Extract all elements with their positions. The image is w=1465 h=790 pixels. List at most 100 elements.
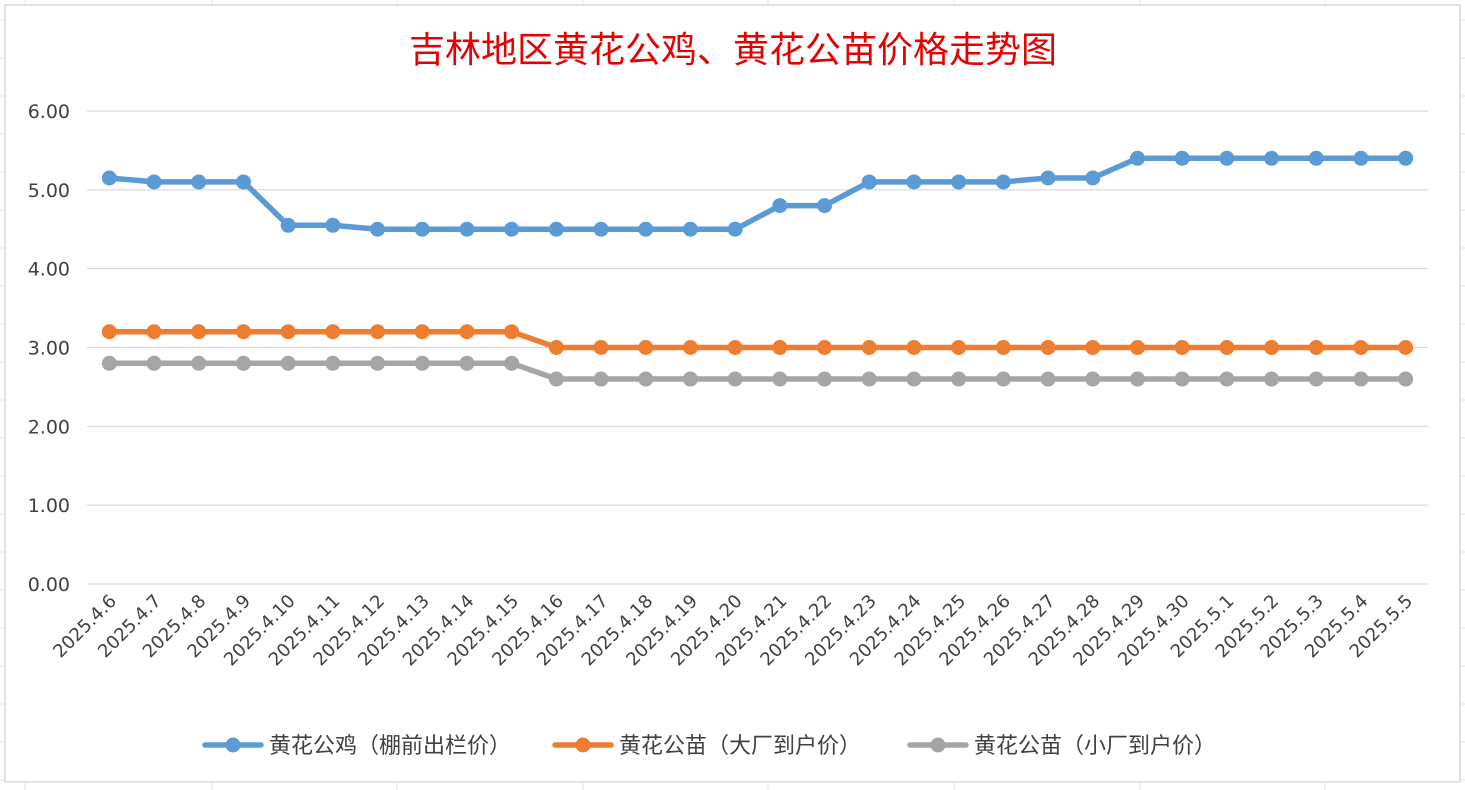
data-point xyxy=(548,340,564,355)
data-point xyxy=(1353,340,1369,355)
data-point xyxy=(101,355,117,371)
data-point xyxy=(906,174,922,190)
data-point xyxy=(1219,150,1235,166)
data-point xyxy=(861,371,877,387)
legend-item: 黄花公鸡（棚前出栏价） xyxy=(202,734,511,759)
data-point xyxy=(1219,340,1235,355)
data-point xyxy=(1353,371,1369,387)
legend-swatch-marker xyxy=(225,737,241,753)
data-point xyxy=(593,221,609,237)
data-point xyxy=(325,324,341,340)
data-point xyxy=(1308,150,1324,166)
data-point xyxy=(861,340,877,355)
data-point xyxy=(727,221,743,237)
data-point xyxy=(638,371,654,387)
legend-label: 黄花公苗（小厂到户价） xyxy=(974,734,1216,759)
data-point xyxy=(817,340,833,355)
data-point xyxy=(638,221,654,237)
data-point xyxy=(280,217,296,233)
data-point xyxy=(1085,371,1101,387)
y-tick-label: 4.00 xyxy=(28,259,70,281)
data-point xyxy=(995,174,1011,190)
y-axis: 0.00 1.00 2.00 3.00 4.00 5.00 6.00 xyxy=(28,101,70,596)
data-point xyxy=(682,221,698,237)
data-point xyxy=(1129,371,1145,387)
data-point xyxy=(951,371,967,387)
data-point xyxy=(325,355,341,371)
data-point xyxy=(325,217,341,233)
data-point xyxy=(951,340,967,355)
data-point xyxy=(1040,340,1056,355)
data-point xyxy=(414,324,430,340)
data-point xyxy=(504,221,520,237)
y-tick-label: 3.00 xyxy=(28,338,70,360)
data-point xyxy=(548,221,564,237)
data-point xyxy=(1129,150,1145,166)
data-point xyxy=(280,324,296,340)
data-point xyxy=(101,170,117,186)
y-tick-label: 0.00 xyxy=(28,574,70,596)
legend: 黄花公鸡（棚前出栏价） 黄花公苗（大厂到户价） 黄花公苗（小厂到户价） xyxy=(202,734,1216,759)
data-point xyxy=(593,371,609,387)
data-point xyxy=(459,355,475,371)
data-point xyxy=(1174,150,1190,166)
series-layer xyxy=(101,150,1414,387)
data-point xyxy=(414,221,430,237)
data-point xyxy=(280,355,296,371)
y-tick-label: 2.00 xyxy=(28,416,70,438)
data-point xyxy=(951,174,967,190)
data-point xyxy=(146,324,162,340)
y-tick-label: 1.00 xyxy=(28,495,70,517)
data-point xyxy=(995,340,1011,355)
legend-item: 黄花公苗（小厂到户价） xyxy=(907,734,1216,759)
data-point xyxy=(191,355,207,371)
data-point xyxy=(682,371,698,387)
data-point xyxy=(1398,340,1414,355)
data-point xyxy=(191,324,207,340)
data-point xyxy=(1353,150,1369,166)
data-point xyxy=(370,355,386,371)
data-point xyxy=(504,355,520,371)
series-1 xyxy=(101,150,1414,237)
data-point xyxy=(817,198,833,214)
data-point xyxy=(1264,150,1280,166)
data-point xyxy=(1264,371,1280,387)
chart-title: 吉林地区黄花公鸡、黄花公苗价格走势图 xyxy=(409,30,1057,71)
data-point xyxy=(861,174,877,190)
data-point xyxy=(817,371,833,387)
data-point xyxy=(727,340,743,355)
data-point xyxy=(1085,340,1101,355)
chart-area xyxy=(4,4,1461,783)
data-point xyxy=(682,340,698,355)
data-point xyxy=(638,340,654,355)
data-point xyxy=(146,355,162,371)
data-point xyxy=(1040,170,1056,186)
data-point xyxy=(370,221,386,237)
data-point xyxy=(414,355,430,371)
data-point xyxy=(1174,340,1190,355)
data-point xyxy=(906,340,922,355)
legend-label: 黄花公鸡（棚前出栏价） xyxy=(269,734,511,759)
data-point xyxy=(459,221,475,237)
data-point xyxy=(146,174,162,190)
legend-label: 黄花公苗（大厂到户价） xyxy=(619,734,861,759)
series-3 xyxy=(101,355,1414,387)
data-point xyxy=(548,371,564,387)
y-tick-label: 6.00 xyxy=(28,101,70,123)
data-point xyxy=(906,371,922,387)
data-point xyxy=(370,324,386,340)
data-point xyxy=(1308,371,1324,387)
data-point xyxy=(1398,150,1414,166)
data-point xyxy=(1308,340,1324,355)
data-point xyxy=(1264,340,1280,355)
data-point xyxy=(504,324,520,340)
data-point xyxy=(772,340,788,355)
data-point xyxy=(1398,371,1414,387)
data-point xyxy=(1129,340,1145,355)
data-point xyxy=(1085,170,1101,186)
legend-swatch-marker xyxy=(575,737,591,753)
data-point xyxy=(1219,371,1235,387)
data-point xyxy=(593,340,609,355)
data-point xyxy=(101,324,117,340)
